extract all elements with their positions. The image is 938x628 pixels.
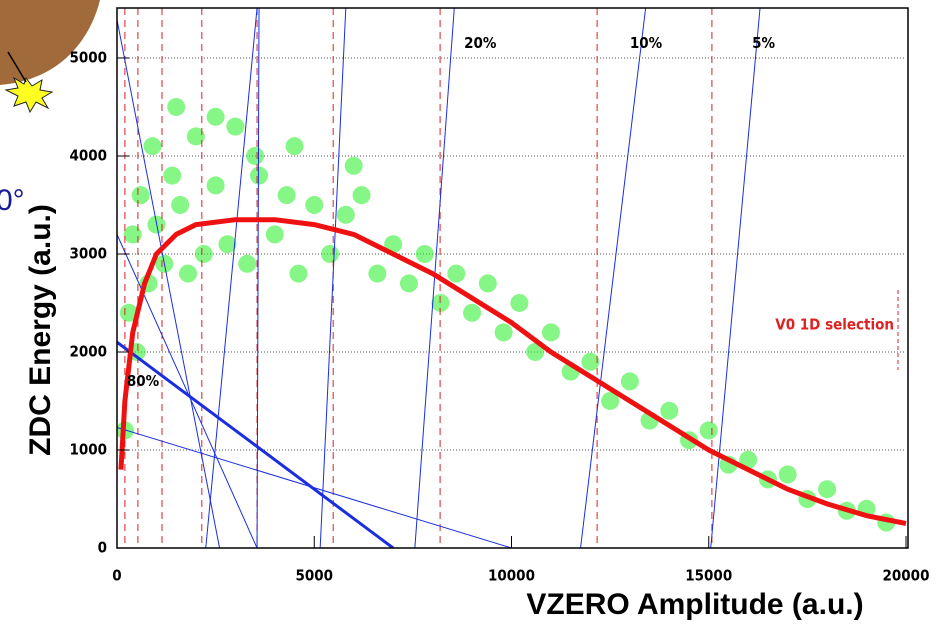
x-tick-label: 20000 [883,567,930,585]
point [415,244,434,263]
pointer [7,51,27,83]
cut-line [205,8,258,548]
y-tick-label: 5000 [69,48,107,66]
cut-line [117,340,395,548]
point [250,166,269,185]
point [179,264,198,283]
mean-curve [118,217,907,526]
point [699,421,718,440]
cut-line [117,234,258,548]
point [167,97,186,116]
cut-line [710,8,761,548]
x-tick-label: 5000 [295,567,333,585]
annotation: 80% [127,372,160,390]
selection-label: V0 1D selection [775,316,894,334]
annotation: 20% [464,34,497,52]
y-tick-label: 0 [98,539,107,557]
annotation: 10% [630,34,663,52]
point [368,264,387,283]
slide-shape [0,0,100,85]
starburst [4,76,54,114]
x-tick-label: 10000 [488,567,535,585]
y-tick-label: 3000 [69,244,107,262]
y-axis-label: ZDC Energy (a.u.) [24,204,57,456]
point [163,166,182,185]
point [119,303,138,322]
point [541,323,560,342]
plot-frame [116,7,909,549]
point [305,195,324,214]
point [581,352,600,371]
point [463,303,482,322]
annotation: 5% [752,34,775,52]
point [818,480,837,499]
x-axis-label: VZERO Amplitude (a.u.) [526,588,863,621]
point [601,391,620,410]
y-tick-label: 2000 [69,342,107,360]
point [238,254,257,273]
point [206,107,225,126]
cut-line [414,8,455,548]
x-tick-label: 15000 [685,567,732,585]
point [321,244,340,263]
point [171,195,190,214]
point [510,293,529,312]
point [131,186,150,205]
point [277,186,296,205]
point [194,244,213,263]
cut-line [117,19,221,548]
y-tick-label: 1000 [69,440,107,458]
point [352,186,371,205]
cut-line [319,8,347,548]
point [285,137,304,156]
point [399,274,418,293]
point [384,235,403,254]
point [478,274,497,293]
point [620,372,639,391]
point [206,176,225,195]
cut-line [256,8,260,548]
point [143,137,162,156]
y-tick-label: 4000 [69,146,107,164]
point [526,342,545,361]
point [778,465,797,484]
point [218,235,237,254]
point [344,156,363,175]
point [660,401,679,420]
slide-fragment: 0° [0,184,25,217]
point [123,225,142,244]
x-tick-label: 0 [112,567,121,585]
plot-area [117,8,907,548]
point [186,127,205,146]
point [226,117,245,136]
point [739,450,758,469]
point [265,225,284,244]
cut-line [580,8,647,548]
point [447,264,466,283]
point [289,264,308,283]
point [336,205,355,224]
point [494,323,513,342]
point [246,146,265,165]
